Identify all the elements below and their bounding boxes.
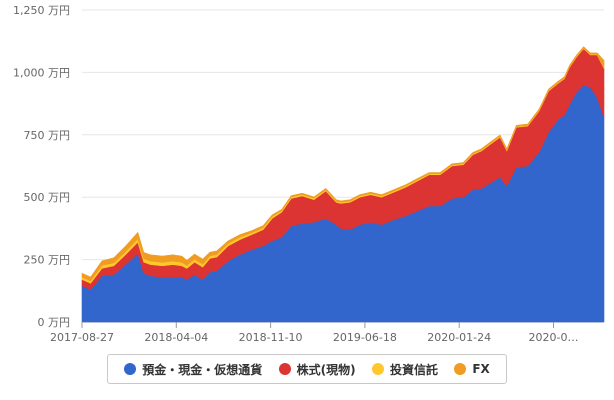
x-tick-label: 2019-06-18 <box>333 331 397 344</box>
legend-label: FX <box>472 362 490 376</box>
legend-dot-icon <box>278 363 291 375</box>
legend-item-0[interactable]: 預金・現金・仮想通貨 <box>124 361 262 378</box>
stacked-area-chart: 0 万円 250 万円 500 万円 750 万円 1,000 万円 1,250 万円 20… <box>13 4 605 344</box>
legend-dot-icon <box>124 363 137 375</box>
legend-dot-icon <box>454 363 467 375</box>
y-tick-label: 1,000 万円 <box>13 66 70 79</box>
y-tick-label: 500 万円 <box>24 191 71 204</box>
legend-item-1[interactable]: 株式(現物) <box>278 361 356 378</box>
legend-label: 株式(現物) <box>296 362 356 377</box>
x-tick-label: 2018-04-04 <box>144 331 208 344</box>
chart-legend: 預金・現金・仮想通貨 株式(現物) 投資信託 FX <box>107 354 507 384</box>
legend-item-3[interactable]: FX <box>454 362 490 376</box>
legend-label: 預金・現金・仮想通貨 <box>142 362 263 377</box>
x-tick-label: 2018-11-10 <box>239 331 303 344</box>
y-tick-label: 750 万円 <box>24 129 71 142</box>
y-tick-label: 0 万円 <box>38 316 71 329</box>
x-tick-label: 2020-0… <box>529 331 579 344</box>
x-tick-label: 2020-01-24 <box>427 331 491 344</box>
legend-item-2[interactable]: 投資信託 <box>371 361 438 378</box>
series-area-3 <box>81 46 605 282</box>
x-tick-label: 2017-08-27 <box>50 331 114 344</box>
legend-label: 投資信託 <box>389 362 438 377</box>
y-tick-label: 1,250 万円 <box>13 4 70 17</box>
legend-dot-icon <box>371 363 384 375</box>
y-tick-label: 250 万円 <box>24 254 71 267</box>
